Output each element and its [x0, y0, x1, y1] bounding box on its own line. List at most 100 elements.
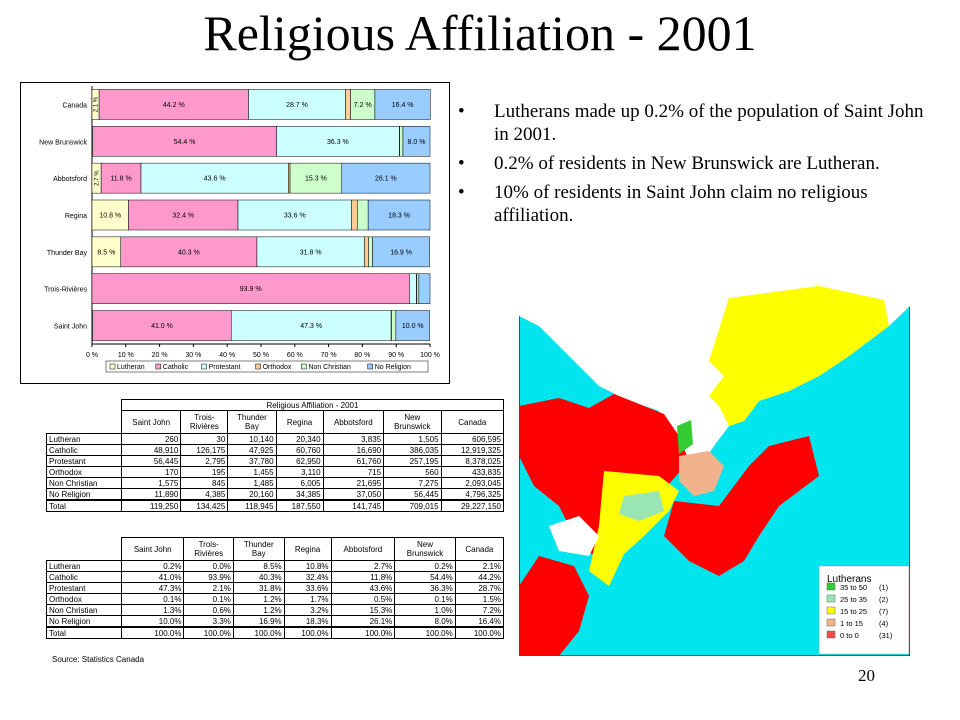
bar-segment [402, 126, 431, 157]
table-row: Total 119,250 134,425 118,945 187,550 141,745… [46, 499, 505, 512]
map-legend-count: (7) [879, 607, 889, 616]
row-label: Orthodox [46, 593, 122, 605]
x-tick-label: 80 % [354, 352, 370, 359]
table-cell: 2.1% [454, 560, 505, 572]
bar-segment [91, 273, 410, 304]
table-cell: 4,385 [180, 488, 229, 501]
column-header: Saint John [120, 410, 182, 434]
bar-segment [395, 310, 430, 341]
data-label: 16.4 % [392, 102, 414, 109]
table-cell: 118,945 [227, 499, 277, 512]
legend-label: No Religion [375, 364, 411, 371]
map-legend-count: (1) [879, 583, 889, 592]
legend-label: Orthodox [263, 364, 292, 371]
bar-segment [98, 89, 249, 120]
table-row: Catholic 48,910 126,175 47,925 60,760 16,690 3… [46, 444, 505, 456]
x-tick-label: 20 % [152, 352, 168, 359]
table-cell: 16.9% [232, 615, 285, 628]
table-cell: 10,140 [227, 433, 277, 445]
table-cell: 1,455 [227, 466, 277, 478]
data-label: 2.1 % [94, 96, 100, 112]
bullet-dot: • [458, 101, 465, 122]
table-cell: 93.9% [183, 571, 234, 583]
data-label: 16.9 % [390, 249, 412, 256]
x-tick-label: 30 % [185, 352, 201, 359]
counts-table: Religious Affiliation - 2001 Saint John Tr… [46, 399, 505, 512]
data-label: 40.3 % [178, 249, 200, 256]
table-row: No Religion 10.0% 3.3% 16.9% 18.3% 26.1% 8.0% 1… [46, 615, 505, 628]
column-header: Regina [275, 410, 324, 434]
table-cell: 36.3% [394, 582, 456, 594]
table-row: Non Christian 1,575 845 1,485 6,005 21,695 7,2… [46, 477, 505, 489]
table-cell: 54.4% [394, 571, 456, 583]
bullet-item: • 0.2% of residents in New Brunswick are … [458, 152, 928, 175]
table-cell: 15.3% [330, 604, 396, 616]
table-cell: 100.0% [120, 626, 185, 639]
bullet-item: • 10% of residents in Saint John claim no… [458, 181, 928, 227]
legend-swatch [367, 363, 373, 370]
table-cell: 10.0% [120, 615, 185, 628]
table-cell: 386,035 [383, 444, 442, 456]
table-cell: 37,780 [227, 455, 277, 467]
table-cell: 37,050 [322, 488, 385, 501]
table-cell: 715 [322, 466, 385, 478]
category-label: New Brunswick [39, 139, 87, 146]
legend-box [105, 360, 429, 373]
column-header: Canada [454, 537, 505, 561]
column-header: Saint John [120, 537, 185, 561]
row-label: Total [46, 626, 122, 639]
bar-segment [409, 273, 417, 304]
row-label: Catholic [46, 571, 122, 583]
table-cell: 0.6% [183, 604, 234, 616]
row-label: No Religion [46, 615, 122, 628]
category-label: Canada [62, 102, 87, 109]
table-row: Lutheran 0.2% 0.0% 8.5% 10.8% 2.7% 0.2% 2.1% [46, 560, 505, 572]
data-label: 54.4 % [174, 139, 196, 146]
bar-segment [350, 89, 376, 120]
table-cell: 100.0% [183, 626, 234, 639]
table-cell: 6,005 [275, 477, 324, 489]
bullet-text: Lutherans made up 0.2% of the population… [494, 101, 924, 145]
column-header: Trois- Rivières [180, 410, 229, 434]
category-label: Trois-Rivières [44, 287, 87, 294]
table-cell: 1.2% [232, 593, 285, 605]
bar-segment [399, 126, 404, 157]
column-header: Abbotsford [330, 537, 396, 561]
bullet-list: • Lutherans made up 0.2% of the populatio… [458, 100, 928, 233]
table-cell: 170 [120, 466, 182, 478]
map-legend-swatch [826, 618, 836, 627]
table-cell: 0.2% [120, 560, 185, 572]
table-cell: 100.0% [330, 626, 396, 639]
table-cell: 0.0% [183, 560, 234, 572]
table-cell: 7,275 [383, 477, 442, 489]
table-cell: 1,505 [383, 433, 442, 445]
x-tick-label: 10 % [118, 352, 134, 359]
data-label: 11.8 % [110, 176, 131, 183]
data-label: 10.8 % [99, 213, 121, 220]
legend-swatch [201, 363, 207, 370]
table-cell: 34,385 [275, 488, 324, 501]
table-cell: 43.6% [330, 582, 396, 594]
row-label: Total [46, 499, 122, 512]
bar-segment [120, 236, 258, 268]
table-cell: 60,760 [275, 444, 324, 456]
table-cell: 16,690 [322, 444, 385, 456]
column-header: New Brunswick [394, 537, 456, 561]
bar-segment [237, 199, 352, 231]
table-cell: 31.8% [232, 582, 285, 594]
table-cell: 1.3% [120, 604, 185, 616]
bar-segment [391, 310, 397, 341]
row-label: Non Christian [46, 477, 122, 489]
column-header: Trois- Rivières [183, 537, 234, 561]
legend-swatch [109, 363, 116, 370]
bar-segment [256, 236, 365, 268]
table-cell: 40.3% [232, 571, 285, 583]
table-cell: 56,445 [120, 455, 182, 467]
table-cell: 2.1% [183, 582, 234, 594]
bar-segment [418, 273, 431, 304]
table-cell: 134,425 [180, 499, 229, 512]
slide-title: Religious Affiliation - 2001 [203, 5, 757, 61]
map-legend-swatch [826, 630, 836, 639]
map-legend-range: 0 to 0 [840, 631, 859, 640]
stacked-bar-chart: 0 % 10 % 20 % 30 % 40 % 50 % 60 % 70 % 80 % 90 % 1… [20, 82, 450, 384]
